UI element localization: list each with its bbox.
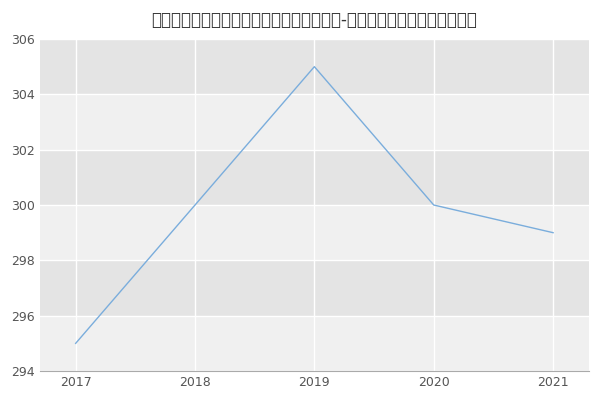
Title: 南通大学医学院、药学院临床检验诊断学（-历年复试）研究生录取分数线: 南通大学医学院、药学院临床检验诊断学（-历年复试）研究生录取分数线 [151, 11, 478, 29]
Bar [40, 205, 589, 260]
Bar [40, 150, 589, 205]
Bar [40, 39, 589, 94]
Bar [40, 94, 589, 150]
Bar [40, 260, 589, 316]
Bar [40, 316, 589, 371]
